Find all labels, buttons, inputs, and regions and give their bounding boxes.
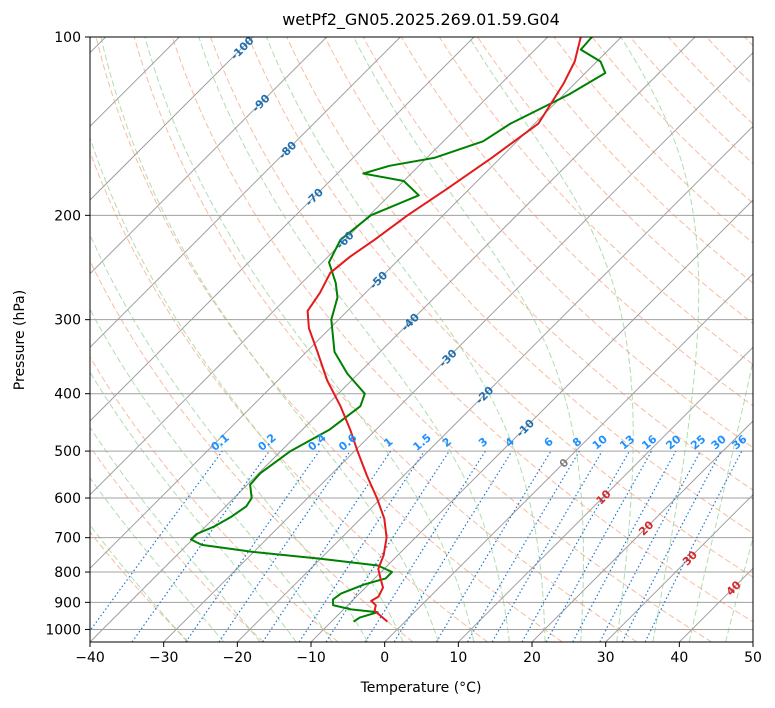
mixing-ratio-line <box>218 450 351 642</box>
x-tick-label: −20 <box>223 650 253 666</box>
moist-adiabat <box>688 358 753 642</box>
moist-adiabat <box>90 426 261 642</box>
plot-frame <box>89 36 754 643</box>
y-tick-label: 400 <box>54 387 81 403</box>
moist-adiabat <box>90 233 369 642</box>
profiles <box>190 37 607 623</box>
x-tick-label: 50 <box>744 650 762 666</box>
x-tick-label: 40 <box>670 650 688 666</box>
mixing-ratio-line <box>90 450 223 632</box>
x-tick-label: 20 <box>523 650 541 666</box>
isotherm-line <box>90 37 401 349</box>
isotherm-line <box>236 125 753 642</box>
isotherm-line <box>310 199 753 642</box>
y-tick-label: 800 <box>54 565 81 581</box>
moist-adiabat <box>100 37 439 642</box>
mixing-ratio-line <box>644 450 743 642</box>
moist-adiabat <box>144 37 475 642</box>
mixing-ratio-line <box>521 450 631 642</box>
moist-adiabat <box>198 37 510 642</box>
dry-adiabat <box>210 37 753 623</box>
isotherm-line <box>531 420 753 642</box>
dry-adiabat <box>515 37 753 284</box>
background-lines <box>90 37 753 642</box>
x-axis-label: Temperature (°C) <box>360 680 482 696</box>
isotherm-line <box>90 37 475 422</box>
y-tick-label: 300 <box>54 313 81 329</box>
dewpoint-profile-line <box>190 37 607 623</box>
moist-adiabat <box>90 524 188 642</box>
moist-adiabat <box>353 37 584 642</box>
y-tick-label: 500 <box>54 444 81 460</box>
moist-adiabat <box>265 37 546 642</box>
mixing-ratio-line <box>572 450 677 642</box>
isotherm-line <box>90 37 696 642</box>
y-tick-label: 100 <box>54 30 81 46</box>
dry-adiabat <box>90 445 264 642</box>
x-tick-label: −30 <box>149 650 179 666</box>
isotherm-line <box>384 272 753 642</box>
x-tick-label: −40 <box>75 650 105 666</box>
x-tick-label: −10 <box>296 650 326 666</box>
x-tick-label: 10 <box>449 650 467 666</box>
x-tick-label: 0 <box>380 650 389 666</box>
dry-adiabat <box>400 37 753 407</box>
dry-adiabat <box>90 150 488 642</box>
isotherm-line <box>163 51 753 642</box>
dry-adiabat <box>248 37 753 578</box>
x-tick-label: 30 <box>597 650 615 666</box>
y-tick-label: 200 <box>54 208 81 224</box>
mixing-ratio-line <box>325 450 450 642</box>
isotherm-line <box>90 37 328 275</box>
moist-adiabat <box>620 37 700 642</box>
mixing-ratio-line <box>298 450 425 642</box>
dry-adiabat <box>438 37 753 366</box>
moist-adiabat <box>90 476 225 642</box>
mixing-ratio-line <box>185 450 320 642</box>
isotherm-line <box>457 346 753 642</box>
y-tick-label: 1000 <box>45 622 81 638</box>
chart-title: wetPf2_GN05.2025.269.01.59.G04 <box>282 10 560 30</box>
y-tick-label: 600 <box>54 491 81 507</box>
dry-adiabat <box>90 531 190 642</box>
y-tick-label: 900 <box>54 595 81 611</box>
y-axis-label: Pressure (hPa) <box>12 290 28 390</box>
mixing-ratio-line <box>131 450 270 642</box>
isotherm-line <box>605 493 753 642</box>
mixing-ratio-line <box>545 450 653 642</box>
moist-adiabat <box>90 370 297 642</box>
dry-adiabat <box>133 37 638 642</box>
temperature-profile-line <box>306 37 582 623</box>
mixing-ratio-line <box>393 450 513 642</box>
axes: −40 −30 −20 −10 0 10 20 30 40 50 100 200 300 400 500 60… <box>45 30 762 666</box>
plot-background <box>90 37 753 642</box>
moist-adiabat <box>90 136 404 642</box>
dry-adiabat <box>90 356 339 642</box>
y-tick-label: 700 <box>54 531 81 547</box>
isotherm-line <box>90 37 549 496</box>
mixing-ratio-line <box>262 450 392 642</box>
isotherm-line <box>90 37 254 201</box>
